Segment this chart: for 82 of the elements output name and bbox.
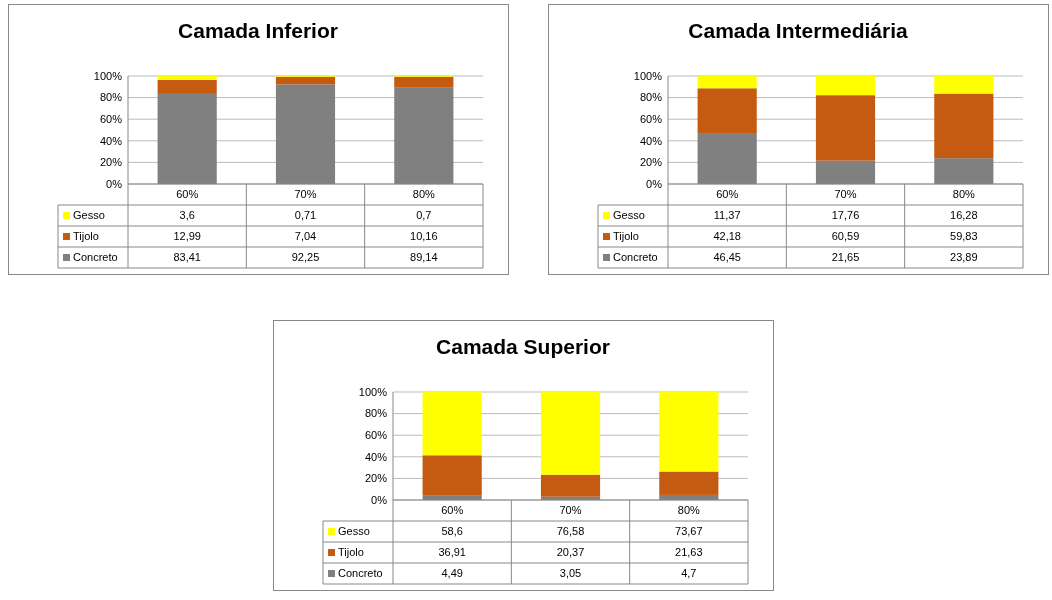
data-label: 4,49: [441, 567, 463, 580]
data-label: 76,58: [556, 525, 585, 538]
data-label: 3,6: [179, 209, 195, 222]
x-tick-label: 80%: [952, 188, 976, 201]
y-tick-label: 80%: [99, 91, 123, 104]
data-label: 3,05: [559, 567, 582, 580]
data-label: 21,63: [675, 546, 703, 559]
y-tick-label: 100%: [358, 385, 388, 398]
y-tick-label: 60%: [639, 113, 663, 126]
data-label: 58,6: [441, 525, 463, 538]
legend-label: Tijolo: [338, 546, 364, 559]
legend-label: Concreto: [73, 251, 118, 264]
data-label: 36,91: [438, 546, 466, 559]
bar: [659, 392, 719, 472]
legend-label: Gesso: [338, 525, 370, 538]
legend-label: Concreto: [338, 567, 383, 580]
data-label: 89,14: [410, 251, 438, 264]
data-label: 83,41: [173, 251, 201, 264]
data-label: 21,65: [831, 251, 860, 264]
y-tick-label: 40%: [364, 450, 388, 463]
data-label: 12,99: [173, 230, 201, 243]
x-tick-label: 60%: [441, 504, 464, 517]
x-tick-label: 70%: [559, 504, 582, 517]
y-tick-label: 20%: [99, 156, 123, 169]
bar: [540, 474, 601, 497]
y-tick-label: 100%: [93, 69, 123, 82]
data-label: 59,83: [950, 230, 978, 243]
y-tick-label: 40%: [99, 134, 123, 147]
data-label: 4,7: [681, 567, 697, 580]
bar: [422, 455, 482, 496]
x-tick-label: 80%: [677, 504, 701, 517]
legend-label: Gesso: [613, 209, 645, 222]
y-tick-label: 80%: [364, 407, 388, 420]
bar: [422, 392, 482, 456]
bar: [157, 76, 217, 80]
data-label: 16,28: [950, 209, 978, 222]
data-label: 60,59: [831, 230, 860, 243]
y-tick-label: 40%: [639, 134, 663, 147]
data-label: 10,16: [410, 230, 438, 243]
chart-title: Camada Intermediária: [688, 19, 909, 42]
bar: [934, 93, 994, 159]
bar: [815, 95, 876, 161]
data-label: 17,76: [831, 209, 860, 222]
data-label: 92,25: [291, 251, 320, 264]
y-tick-label: 60%: [364, 429, 388, 442]
data-label: 20,37: [556, 546, 585, 559]
y-tick-label: 0%: [646, 177, 663, 190]
x-tick-label: 60%: [716, 188, 739, 201]
legend-label: Gesso: [73, 209, 105, 222]
y-tick-label: 0%: [106, 177, 123, 190]
data-label: 23,89: [950, 251, 978, 264]
data-label: 11,37: [713, 209, 741, 222]
x-tick-label: 70%: [294, 188, 317, 201]
legend-label: Tijolo: [613, 230, 639, 243]
bar: [275, 76, 336, 85]
bar: [659, 471, 719, 495]
y-tick-label: 80%: [639, 91, 663, 104]
bar: [697, 88, 757, 134]
bar: [540, 392, 601, 475]
data-label: 0,71: [294, 209, 317, 222]
data-label: 7,04: [294, 230, 317, 243]
data-label: 42,18: [713, 230, 741, 243]
data-label: 73,67: [675, 525, 703, 538]
legend-label: Tijolo: [73, 230, 99, 243]
y-tick-label: 20%: [639, 156, 663, 169]
x-tick-label: 80%: [412, 188, 436, 201]
y-tick-label: 100%: [633, 69, 663, 82]
x-tick-label: 70%: [834, 188, 857, 201]
data-label: 0,7: [416, 209, 432, 222]
bar: [934, 76, 994, 94]
legend-label: Concreto: [613, 251, 658, 264]
data-label: 46,45: [713, 251, 741, 264]
y-tick-label: 60%: [99, 113, 123, 126]
bar: [815, 76, 876, 96]
bar: [394, 76, 454, 88]
y-tick-label: 20%: [364, 472, 388, 485]
bar: [697, 76, 757, 89]
y-tick-label: 0%: [371, 493, 388, 506]
x-tick-label: 60%: [176, 188, 199, 201]
chart-title: Camada Superior: [436, 335, 610, 358]
bar: [157, 79, 217, 94]
chart-title: Camada Inferior: [178, 19, 338, 42]
